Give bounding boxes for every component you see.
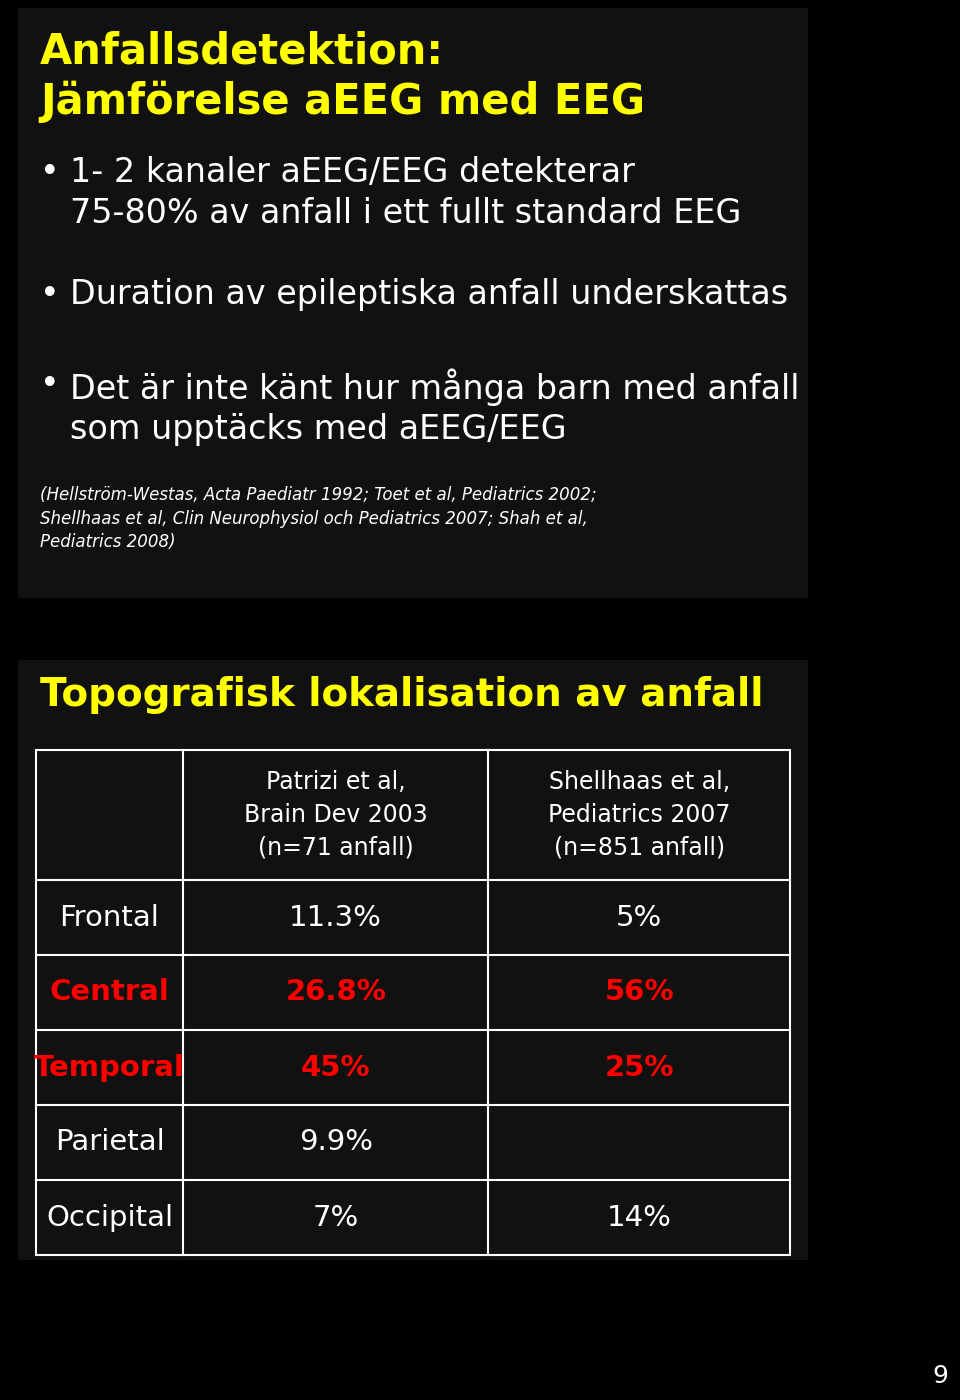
Text: Frontal: Frontal bbox=[60, 903, 159, 931]
Text: 56%: 56% bbox=[605, 979, 674, 1007]
Text: 9.9%: 9.9% bbox=[299, 1128, 372, 1156]
Text: 1- 2 kanaler aEEG/EEG detekterar
75-80% av anfall i ett fullt standard EEG: 1- 2 kanaler aEEG/EEG detekterar 75-80% … bbox=[70, 155, 741, 230]
Text: •: • bbox=[40, 155, 60, 189]
Text: •: • bbox=[40, 368, 60, 400]
Text: 25%: 25% bbox=[605, 1053, 674, 1081]
Text: 9: 9 bbox=[932, 1364, 948, 1387]
Text: Temporal: Temporal bbox=[34, 1053, 185, 1081]
Text: Shellhaas et al,
Pediatrics 2007
(n=851 anfall): Shellhaas et al, Pediatrics 2007 (n=851 … bbox=[548, 770, 731, 860]
Text: 5%: 5% bbox=[616, 903, 662, 931]
Text: 26.8%: 26.8% bbox=[285, 979, 386, 1007]
Text: 45%: 45% bbox=[300, 1053, 371, 1081]
Text: Duration av epileptiska anfall underskattas: Duration av epileptiska anfall underskat… bbox=[70, 279, 788, 311]
Bar bbox=[18, 8, 808, 598]
Text: 14%: 14% bbox=[607, 1204, 672, 1232]
Text: Parietal: Parietal bbox=[55, 1128, 164, 1156]
Text: Anfallsdetektion:
Jämförelse aEEG med EEG: Anfallsdetektion: Jämförelse aEEG med EE… bbox=[40, 29, 645, 123]
Text: Det är inte känt hur många barn med anfall
som upptäcks med aEEG/EEG: Det är inte känt hur många barn med anfa… bbox=[70, 368, 800, 447]
Text: 11.3%: 11.3% bbox=[289, 903, 382, 931]
Text: Patrizi et al,
Brain Dev 2003
(n=71 anfall): Patrizi et al, Brain Dev 2003 (n=71 anfa… bbox=[244, 770, 427, 860]
Bar bbox=[36, 750, 790, 1254]
Text: Topografisk lokalisation av anfall: Topografisk lokalisation av anfall bbox=[40, 676, 763, 714]
Text: (Hellström-Westas, Acta Paediatr 1992; Toet et al, Pediatrics 2002;
Shellhaas et: (Hellström-Westas, Acta Paediatr 1992; T… bbox=[40, 486, 596, 552]
Text: Central: Central bbox=[50, 979, 170, 1007]
Text: Occipital: Occipital bbox=[46, 1204, 173, 1232]
Bar bbox=[18, 659, 808, 1260]
Text: •: • bbox=[40, 279, 60, 311]
Text: 7%: 7% bbox=[313, 1204, 359, 1232]
